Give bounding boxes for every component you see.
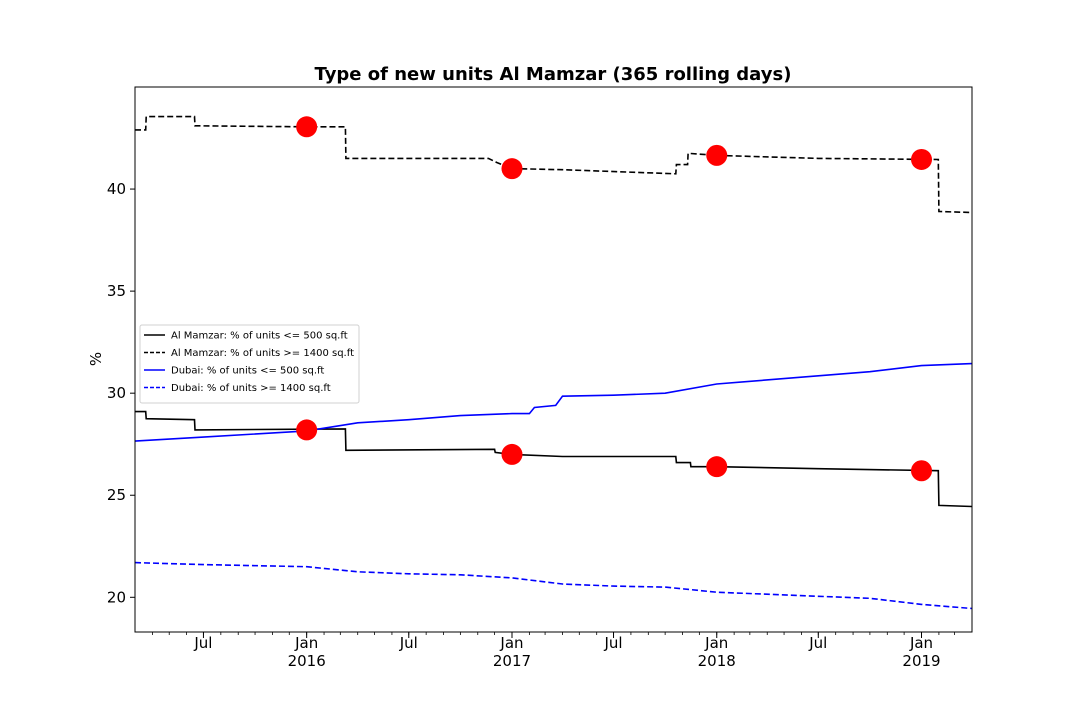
series-line-1: [135, 410, 973, 508]
legend-label: Dubai: % of units <= 500 sq.ft: [171, 366, 324, 377]
x-tick-label: Jan: [499, 634, 523, 652]
marker-point-7: [706, 456, 728, 478]
x-tick-label: Jul: [193, 634, 212, 652]
chart-title: Type of new units Al Mamzar (365 rolling…: [315, 64, 792, 85]
x-tick-year-label: 2019: [902, 652, 940, 670]
series-line-4: [134, 561, 973, 610]
marker-point-3: [706, 144, 728, 166]
legend-box: [139, 324, 360, 404]
plot-frame: [134, 86, 973, 633]
x-tick-year-label: 2018: [698, 652, 736, 670]
marker-point-2: [501, 158, 523, 180]
x-tick-year-label: 2017: [493, 652, 531, 670]
legend-label: Al Mamzar: % of units >= 1400 sq.ft: [171, 348, 354, 359]
series-line-3: [134, 362, 973, 442]
x-tick-label: Jan: [909, 634, 933, 652]
x-tick-label: Jul: [399, 634, 418, 652]
y-tick-label: 25: [107, 486, 126, 504]
y-tick-label: 40: [107, 180, 126, 198]
legend-label: Dubai: % of units >= 1400 sq.ft: [171, 383, 331, 394]
marker-point-5: [296, 419, 318, 441]
x-tick-label: Jul: [603, 634, 622, 652]
marker-point-1: [296, 116, 318, 138]
legend-label: Al Mamzar: % of units <= 500 sq.ft: [171, 331, 348, 342]
marker-point-6: [501, 443, 523, 465]
legend: Al Mamzar: % of units <= 500 sq.ft Al Mam…: [139, 324, 360, 404]
y-tick-label: 35: [107, 282, 126, 300]
x-tick-label: Jan: [704, 634, 728, 652]
series-line-2: [135, 115, 973, 214]
y-axis-label: %: [87, 352, 105, 366]
y-tick-label: 30: [107, 384, 126, 402]
marker-point-4: [911, 148, 933, 170]
plot-area: [134, 115, 973, 610]
x-tick-label: Jul: [808, 634, 827, 652]
marker-point-8: [911, 460, 933, 482]
x-tick-label: Jan: [294, 634, 318, 652]
y-tick-label: 20: [107, 588, 126, 606]
x-tick-year-label: 2016: [288, 652, 326, 670]
